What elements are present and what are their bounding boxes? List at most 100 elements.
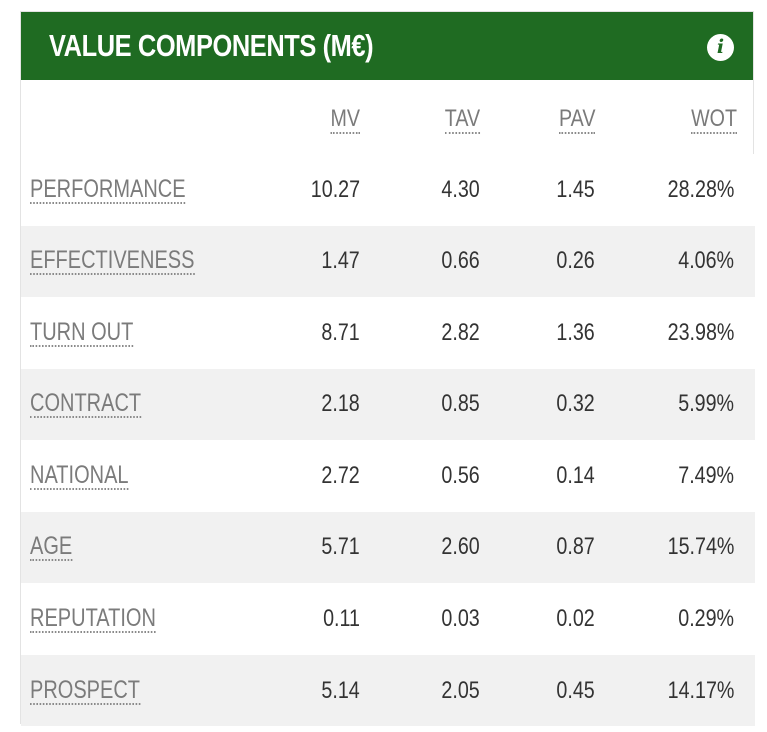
- cell-tav-value: 2.05: [441, 676, 480, 704]
- table-row-effectiveness: EFFECTIVENESS 1.47 0.66 0.26 4.06%: [21, 225, 755, 297]
- column-header-mv[interactable]: MV: [236, 80, 364, 154]
- cell-wot: 0.29%: [614, 582, 755, 655]
- cell-tav: 2.05: [364, 654, 490, 726]
- info-icon[interactable]: i: [707, 34, 734, 61]
- cell-tav-value: 2.60: [441, 533, 480, 561]
- table-row-contract: CONTRACT 2.18 0.85 0.32 5.99%: [21, 368, 755, 440]
- row-label-cell: NATIONAL: [21, 439, 236, 512]
- value-components-table: MV TAV PAV WOT PERFORMANCE 10.27 4.30 1.…: [21, 80, 755, 726]
- cell-pav-value: 1.45: [556, 175, 595, 203]
- cell-mv-value: 5.71: [321, 533, 360, 561]
- cell-pav-value: 1.36: [556, 318, 595, 346]
- cell-wot-value: 7.49%: [678, 461, 734, 489]
- cell-pav-value: 0.87: [556, 533, 595, 561]
- cell-pav: 0.87: [490, 511, 614, 583]
- cell-mv: 2.18: [236, 368, 364, 440]
- cell-tav: 0.03: [364, 582, 490, 655]
- cell-pav: 0.02: [490, 582, 614, 655]
- cell-tav-value: 0.03: [441, 604, 480, 632]
- cell-tav-value: 0.56: [441, 461, 480, 489]
- row-label-prospect[interactable]: PROSPECT: [30, 675, 141, 705]
- cell-mv: 8.71: [236, 296, 364, 369]
- cell-wot-value: 23.98%: [667, 318, 734, 346]
- cell-pav-value: 0.14: [556, 461, 595, 489]
- cell-pav-value: 0.45: [556, 676, 595, 704]
- value-components-card: VALUE COMPONENTS (M€) i MV TAV PAV WOT P…: [20, 11, 755, 726]
- cell-mv-value: 8.71: [321, 318, 360, 346]
- cell-tav: 4.30: [364, 154, 490, 226]
- cell-wot: 7.49%: [614, 439, 755, 512]
- row-label-cell: PERFORMANCE: [21, 154, 236, 226]
- cell-wot: 14.17%: [614, 654, 755, 726]
- table-row-national: NATIONAL 2.72 0.56 0.14 7.49%: [21, 439, 755, 512]
- cell-mv: 5.71: [236, 511, 364, 583]
- column-header-wot-label: WOT: [691, 104, 737, 134]
- cell-wot: 5.99%: [614, 368, 755, 440]
- row-label-effectiveness[interactable]: EFFECTIVENESS: [30, 246, 195, 276]
- cell-mv-value: 0.11: [323, 604, 360, 632]
- cell-pav: 0.32: [490, 368, 614, 440]
- card-header: VALUE COMPONENTS (M€) i: [21, 12, 753, 80]
- row-label-reputation[interactable]: REPUTATION: [30, 603, 156, 633]
- table-row-performance: PERFORMANCE 10.27 4.30 1.45 28.28%: [21, 154, 755, 226]
- cell-pav: 0.14: [490, 439, 614, 512]
- cell-tav: 2.82: [364, 296, 490, 369]
- column-header-tav[interactable]: TAV: [364, 80, 490, 154]
- cell-tav: 0.66: [364, 225, 490, 297]
- cell-tav: 0.85: [364, 368, 490, 440]
- cell-tav: 2.60: [364, 511, 490, 583]
- card-title: VALUE COMPONENTS (M€): [49, 28, 374, 63]
- cell-pav: 0.45: [490, 654, 614, 726]
- cell-wot-value: 4.06%: [678, 247, 734, 275]
- column-header-tav-label: TAV: [444, 104, 480, 134]
- cell-wot: 23.98%: [614, 296, 755, 369]
- row-label-national[interactable]: NATIONAL: [30, 460, 129, 490]
- column-header-pav[interactable]: PAV: [490, 80, 614, 154]
- cell-mv-value: 10.27: [310, 175, 360, 203]
- row-label-cell: REPUTATION: [21, 582, 236, 655]
- cell-wot-value: 28.28%: [667, 175, 734, 203]
- cell-tav: 0.56: [364, 439, 490, 512]
- cell-mv: 5.14: [236, 654, 364, 726]
- column-header-mv-label: MV: [330, 104, 360, 134]
- row-label-age[interactable]: AGE: [30, 532, 73, 562]
- cell-mv: 10.27: [236, 154, 364, 226]
- cell-wot: 4.06%: [614, 225, 755, 297]
- cell-pav: 1.36: [490, 296, 614, 369]
- cell-mv-value: 1.47: [321, 247, 360, 275]
- row-label-contract[interactable]: CONTRACT: [30, 389, 142, 419]
- column-header-pav-label: PAV: [558, 104, 595, 134]
- cell-pav-value: 0.32: [556, 390, 595, 418]
- cell-tav-value: 2.82: [441, 318, 480, 346]
- cell-wot-value: 5.99%: [678, 390, 734, 418]
- row-label-performance[interactable]: PERFORMANCE: [30, 174, 186, 204]
- cell-wot: 15.74%: [614, 511, 755, 583]
- cell-tav-value: 4.30: [441, 175, 480, 203]
- cell-mv: 1.47: [236, 225, 364, 297]
- cell-wot: 28.28%: [614, 154, 755, 226]
- row-label-cell: CONTRACT: [21, 368, 236, 440]
- cell-mv: 0.11: [236, 582, 364, 655]
- cell-pav-value: 0.02: [556, 604, 595, 632]
- cell-mv: 2.72: [236, 439, 364, 512]
- cell-mv-value: 5.14: [321, 676, 360, 704]
- row-label-cell: AGE: [21, 511, 236, 583]
- cell-pav-value: 0.26: [556, 247, 595, 275]
- table-row-turn-out: TURN OUT 8.71 2.82 1.36 23.98%: [21, 296, 755, 369]
- table-header-row: MV TAV PAV WOT: [21, 80, 755, 154]
- row-label-cell: PROSPECT: [21, 654, 236, 726]
- table-row-reputation: REPUTATION 0.11 0.03 0.02 0.29%: [21, 582, 755, 655]
- cell-tav-value: 0.85: [441, 390, 480, 418]
- column-header-label: [21, 80, 236, 154]
- cell-mv-value: 2.72: [321, 461, 360, 489]
- table-row-prospect: PROSPECT 5.14 2.05 0.45 14.17%: [21, 654, 755, 726]
- row-label-cell: EFFECTIVENESS: [21, 225, 236, 297]
- row-label-turn-out[interactable]: TURN OUT: [30, 317, 134, 347]
- cell-pav: 1.45: [490, 154, 614, 226]
- table-row-age: AGE 5.71 2.60 0.87 15.74%: [21, 511, 755, 583]
- cell-wot-value: 0.29%: [678, 604, 734, 632]
- row-label-cell: TURN OUT: [21, 296, 236, 369]
- cell-mv-value: 2.18: [321, 390, 360, 418]
- cell-pav: 0.26: [490, 225, 614, 297]
- column-header-wot[interactable]: WOT: [614, 80, 755, 154]
